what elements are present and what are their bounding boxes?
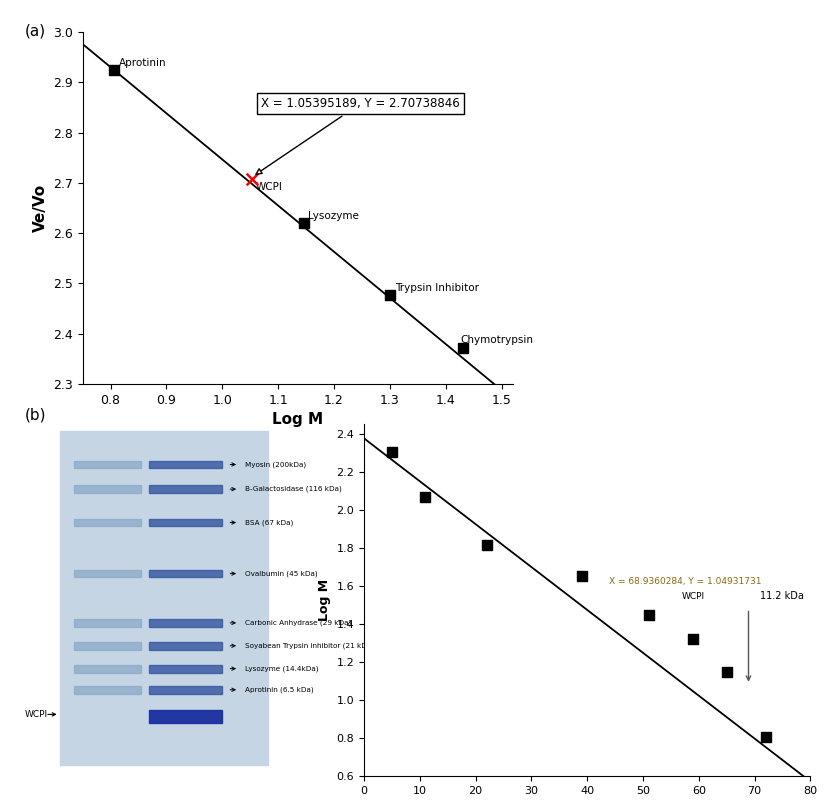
- Bar: [149, 665, 222, 673]
- Point: [642, 609, 655, 622]
- Text: (a): (a): [25, 24, 46, 39]
- Point: [575, 570, 588, 582]
- Point: [108, 64, 121, 77]
- Y-axis label: Log M: Log M: [318, 579, 331, 621]
- Text: Ovalbumin (45 kDa): Ovalbumin (45 kDa): [245, 570, 318, 577]
- Text: BSA (67 kDa): BSA (67 kDa): [245, 519, 293, 526]
- Text: WCPI: WCPI: [681, 592, 705, 601]
- Point: [457, 342, 470, 354]
- Bar: [74, 619, 141, 626]
- Point: [297, 217, 310, 230]
- Text: Aprotinin: Aprotinin: [118, 58, 166, 68]
- Point: [480, 539, 493, 552]
- Bar: [149, 486, 222, 493]
- Bar: [149, 619, 222, 626]
- Text: 11.2 kDa: 11.2 kDa: [760, 591, 804, 601]
- Bar: [74, 486, 141, 493]
- Text: Myosin (200kDa): Myosin (200kDa): [245, 462, 306, 468]
- Text: Lysozyme (14.4kDa): Lysozyme (14.4kDa): [245, 666, 318, 672]
- Bar: [74, 642, 141, 650]
- Bar: [74, 461, 141, 468]
- Bar: [149, 686, 222, 694]
- Text: X = 68.9360284, Y = 1.04931731: X = 68.9360284, Y = 1.04931731: [609, 577, 762, 586]
- Text: Carbonic Anhydrase (29 kDa): Carbonic Anhydrase (29 kDa): [245, 620, 351, 626]
- Text: (b): (b): [25, 408, 46, 423]
- Bar: [74, 570, 141, 578]
- Point: [246, 173, 259, 186]
- X-axis label: Log M: Log M: [272, 412, 323, 427]
- Text: Aprotinin (6.5 kDa): Aprotinin (6.5 kDa): [245, 686, 313, 693]
- Bar: [74, 686, 141, 694]
- Bar: [149, 461, 222, 468]
- Bar: [149, 518, 222, 526]
- Bar: [74, 518, 141, 526]
- Text: WCPI: WCPI: [256, 182, 282, 192]
- Text: Trypsin Inhibitor: Trypsin Inhibitor: [395, 283, 479, 293]
- Point: [384, 289, 397, 302]
- Text: WCPI: WCPI: [25, 710, 48, 719]
- Bar: [60, 431, 268, 766]
- Point: [720, 666, 734, 678]
- Point: [759, 730, 772, 743]
- Point: [385, 446, 399, 458]
- Text: Chymotrypsin: Chymotrypsin: [461, 335, 533, 346]
- Bar: [149, 710, 222, 723]
- Bar: [149, 570, 222, 578]
- Text: Lysozyme: Lysozyme: [308, 211, 359, 221]
- Point: [418, 491, 432, 504]
- Text: Soyabean Trypsin inhibitor (21 kDa): Soyabean Trypsin inhibitor (21 kDa): [245, 642, 374, 649]
- Text: B-Galactosidase (116 kDa): B-Galactosidase (116 kDa): [245, 486, 342, 492]
- Text: X = 1.05395189, Y = 2.70738846: X = 1.05395189, Y = 2.70738846: [256, 97, 460, 174]
- Bar: [149, 642, 222, 650]
- Point: [686, 632, 700, 645]
- Bar: [74, 665, 141, 673]
- Y-axis label: Ve/Vo: Ve/Vo: [32, 184, 47, 232]
